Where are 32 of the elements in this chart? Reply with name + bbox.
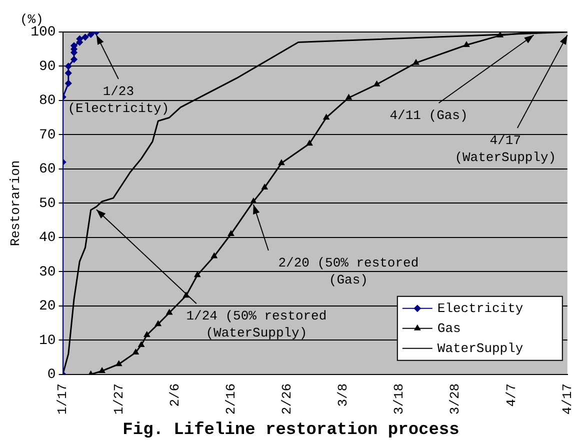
- legend-label: Gas: [437, 320, 461, 336]
- annotation: 2/20 (50% restored (Gas): [278, 255, 419, 288]
- y-tick-label: 10: [38, 332, 56, 349]
- x-tick-label: 1/17: [55, 383, 70, 415]
- y-tick-label: 30: [38, 264, 56, 280]
- annotation: 1/23 (Electricity): [68, 84, 170, 116]
- legend-label: Electricity: [437, 300, 524, 316]
- y-tick-label: 40: [38, 230, 56, 246]
- annotation: 1/24 (50% restored (WaterSupply): [186, 308, 327, 341]
- y-axis-title: Restorarion: [8, 160, 24, 246]
- x-tick-label: 4/7: [504, 383, 519, 407]
- y-tick-label: 70: [38, 127, 56, 144]
- text: (%): [20, 12, 44, 27]
- annotation: 4/11 (Gas): [390, 108, 468, 123]
- y-tick-label: 0: [47, 367, 56, 384]
- y-tick-label: 80: [38, 93, 56, 110]
- legend-label: WaterSupply: [437, 340, 524, 356]
- x-tick-label: 4/17: [560, 383, 575, 415]
- y-tick-label: 60: [38, 162, 56, 178]
- x-tick-label: 2/6: [167, 383, 182, 407]
- y-tick-label: 90: [38, 58, 56, 75]
- y-tick-label: 100: [30, 24, 56, 41]
- text: Fig. Lifeline restoration process: [122, 421, 460, 440]
- x-tick-label: 1/27: [111, 383, 126, 415]
- annotation: 4/17 (WaterSupply): [454, 132, 556, 165]
- x-tick-label: 2/16: [223, 383, 238, 415]
- x-tick-label: 3/28: [448, 383, 463, 415]
- x-tick-label: 2/26: [280, 383, 295, 415]
- x-tick-label: 3/8: [336, 383, 351, 407]
- y-tick-label: 50: [38, 196, 56, 212]
- y-tick-label: 20: [38, 298, 56, 315]
- x-tick-label: 3/18: [392, 383, 407, 415]
